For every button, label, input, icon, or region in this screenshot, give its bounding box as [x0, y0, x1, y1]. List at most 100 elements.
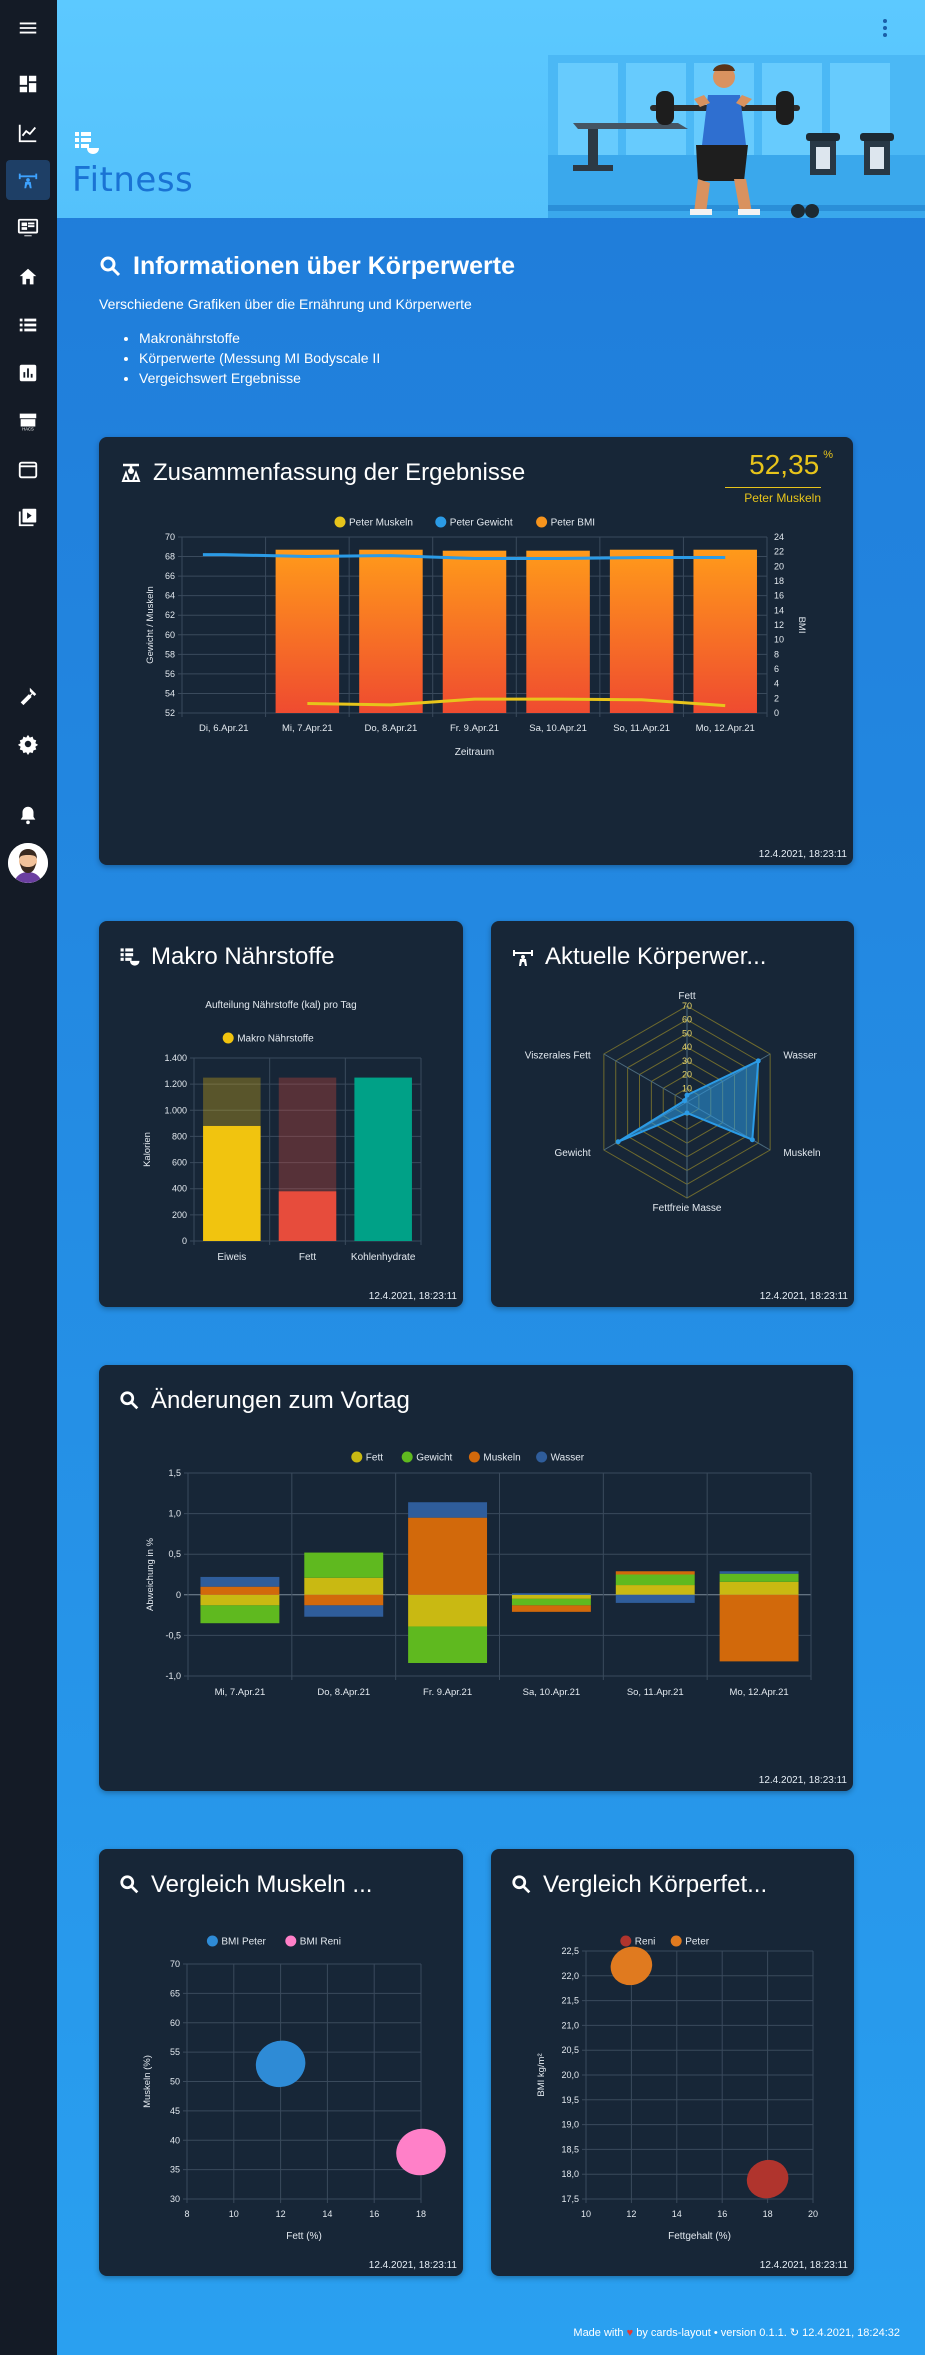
tick-label: 16 — [369, 2209, 379, 2219]
tick-label: 18 — [416, 2209, 426, 2219]
svg-text:HACS: HACS — [22, 427, 34, 432]
tick-label: 19,5 — [561, 2095, 579, 2105]
tick-label: 14 — [322, 2209, 332, 2219]
bar-segment — [200, 1594, 280, 1606]
tick-label: 16 — [717, 2209, 727, 2219]
legend-swatch — [620, 1935, 632, 1947]
tick-label: 8 — [774, 649, 779, 659]
timestamp: 12.4.2021, 18:23:11 — [759, 1291, 848, 1302]
magnify-icon — [120, 1875, 139, 1894]
radar-point — [684, 1092, 690, 1098]
chart-line-icon[interactable] — [16, 121, 40, 145]
tick-label: 54 — [165, 688, 175, 698]
tick-label: Kohlenhydrate — [351, 1252, 416, 1263]
bar-segment — [408, 1626, 488, 1664]
tick-label: 70 — [165, 532, 175, 542]
tick-label: 1.200 — [164, 1079, 187, 1089]
legend-swatch — [334, 516, 346, 528]
scatter-point — [610, 1946, 653, 1986]
changes-chart: Fett Gewicht Muskeln Wasser -1,0 -0,5 0 0,5 1,0 1… — [145, 1451, 812, 1698]
legend-swatch — [222, 1032, 234, 1044]
bar-segment — [615, 1571, 695, 1575]
tick-label: Fr. 9.Apr.21 — [450, 723, 499, 734]
card-title: Vergleich Körperfet... — [511, 1871, 767, 1899]
card-title: Änderungen zum Vortag — [119, 1387, 410, 1415]
bar — [203, 1125, 261, 1241]
bar-segment — [615, 1585, 695, 1595]
hero-illustration — [548, 55, 925, 218]
tick-label: 56 — [165, 669, 175, 679]
window-icon[interactable] — [16, 458, 40, 482]
list-icon[interactable] — [16, 313, 40, 337]
tick-label: 10 — [774, 635, 784, 645]
heart-icon: ♥ — [626, 2327, 634, 2339]
page-title: Fitness — [72, 160, 194, 200]
tick-label: 6 — [774, 664, 779, 674]
bar-segment — [511, 1594, 591, 1599]
grid-spoke — [603, 1053, 688, 1103]
legend-label: Peter Muskeln — [349, 518, 413, 529]
more-options-icon[interactable] — [879, 17, 891, 39]
tick-label: 68 — [165, 552, 175, 562]
tick-label: 14 — [774, 605, 784, 615]
axis-label: Fett — [678, 991, 695, 1002]
intro-list: Makronährstoffe Körperwerte (Messung MI … — [139, 328, 380, 388]
tick-label: 18,0 — [561, 2169, 579, 2179]
tick-label: 30 — [170, 2194, 180, 2204]
hammer-icon[interactable] — [16, 684, 40, 708]
tick-label: Sa, 10.Apr.21 — [529, 723, 587, 734]
menu-icon[interactable] — [16, 16, 40, 40]
timestamp: 12.4.2021, 18:23:11 — [368, 2260, 457, 2271]
legend-label: Wasser — [551, 1453, 585, 1464]
sidebar: HACS — [0, 0, 57, 2355]
tick-label: Do, 8.Apr.21 — [317, 1687, 370, 1698]
bar-segment — [719, 1581, 799, 1595]
axis-label: Gewicht — [555, 1148, 591, 1159]
axis-label: Fettgehalt (%) — [668, 2231, 731, 2242]
bodyfat-compare-card: Vergleich Körperfet... Reni Peter 17,5 18,0… — [491, 1849, 854, 2276]
footer-text: Made with — [573, 2327, 624, 2339]
footer: Made with ♥ by cards-layout • version 0.… — [573, 2326, 900, 2339]
scatter-point — [396, 2128, 446, 2176]
legend-swatch — [536, 516, 548, 528]
badge-divider — [725, 487, 821, 488]
weight-lifter-icon[interactable] — [16, 168, 40, 192]
play-box-icon[interactable] — [16, 505, 40, 529]
summary-chart: Peter Muskeln Peter Gewicht Peter BMI 52 54 5… — [145, 516, 807, 758]
food-list-icon — [73, 130, 101, 161]
list-item: Vergeichswert Ergebnisse — [139, 368, 380, 388]
legend-swatch — [206, 1935, 218, 1947]
tick-label: 18,5 — [561, 2144, 579, 2154]
dashboard-icon[interactable] — [16, 72, 40, 96]
tick-label: 0 — [182, 1236, 187, 1246]
tick-label: 55 — [170, 2047, 180, 2057]
tick-label: 18 — [774, 576, 784, 586]
magnify-icon — [512, 1875, 531, 1894]
bar-segment — [304, 1552, 384, 1578]
bar-segment — [615, 1594, 695, 1603]
legend-swatch — [468, 1451, 480, 1463]
tick-label: 60 — [165, 630, 175, 640]
tick-label: Mi, 7.Apr.21 — [215, 1687, 266, 1698]
bar-chart-icon[interactable] — [16, 361, 40, 385]
tick-label: 600 — [172, 1158, 187, 1168]
legend-label: Reni — [635, 1937, 656, 1948]
home-icon[interactable] — [16, 265, 40, 289]
timestamp: 12.4.2021, 18:23:11 — [758, 849, 847, 860]
tick-label: 20 — [682, 1070, 692, 1080]
badge-value: 52,35% — [749, 449, 833, 480]
bar — [354, 1077, 412, 1241]
axis-label: Viszerales Fett — [525, 1050, 591, 1061]
tick-label: Eiweis — [217, 1252, 246, 1263]
bell-icon[interactable] — [16, 803, 40, 827]
series-line — [202, 553, 726, 561]
tick-label: 800 — [172, 1131, 187, 1141]
monitor-dashboard-icon[interactable] — [16, 216, 40, 240]
tick-label: 1.400 — [164, 1053, 187, 1063]
tick-label: Do, 8.Apr.21 — [365, 723, 418, 734]
card-title: Aktuelle Körperwer... — [511, 943, 766, 971]
gear-icon[interactable] — [16, 732, 40, 756]
bar-segment — [719, 1594, 799, 1662]
avatar[interactable] — [8, 843, 48, 883]
hacs-icon[interactable]: HACS — [16, 409, 40, 433]
